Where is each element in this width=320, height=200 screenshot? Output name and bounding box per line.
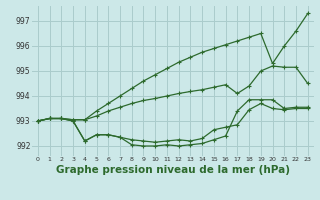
X-axis label: Graphe pression niveau de la mer (hPa): Graphe pression niveau de la mer (hPa) — [56, 165, 290, 175]
